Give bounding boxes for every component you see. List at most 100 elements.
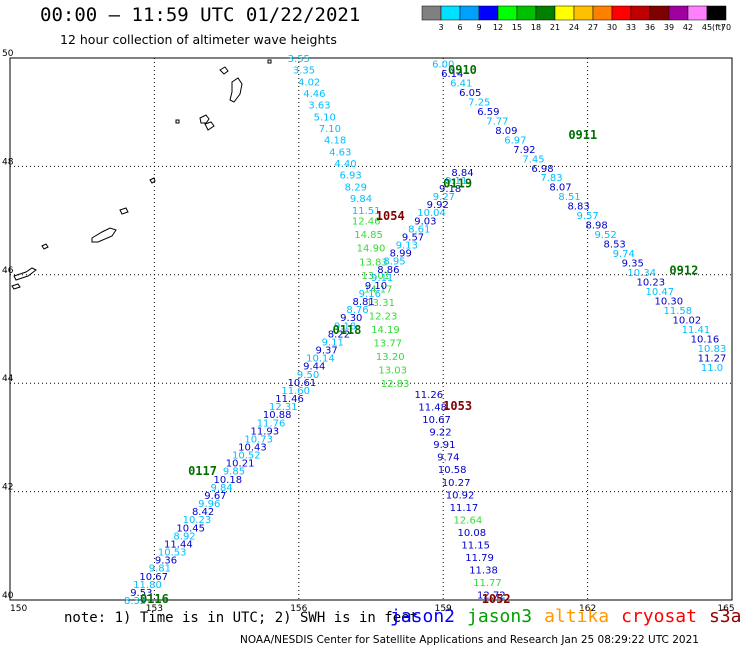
x-tick-label: 153 bbox=[146, 604, 163, 614]
wave-height-value: 11.15 bbox=[461, 540, 490, 551]
wave-height-value: 9.57 bbox=[402, 232, 424, 243]
legend-unit-label: (ft) bbox=[712, 23, 724, 32]
legend-tick-label: 36 bbox=[645, 23, 655, 32]
wave-height-value: 10.21 bbox=[226, 459, 255, 470]
wave-height-value: 10.18 bbox=[213, 475, 242, 486]
coastline-island bbox=[229, 77, 243, 103]
wave-height-value: 10.43 bbox=[238, 443, 267, 454]
wave-height-value: 4.46 bbox=[303, 89, 325, 100]
map-title: 00:00 – 11:59 UTC 01/22/2021 bbox=[40, 4, 361, 26]
legend-swatch bbox=[554, 5, 575, 21]
wave-height-value: 7.83 bbox=[540, 173, 562, 184]
legend-swatch bbox=[611, 5, 632, 21]
legend-tick-label: 24 bbox=[569, 23, 579, 32]
wave-height-value: 11.17 bbox=[450, 503, 479, 514]
wave-height-value: 3.35 bbox=[293, 66, 315, 77]
satellite-jason2: jason2 bbox=[390, 606, 456, 627]
wave-height-value: 8.99 bbox=[390, 249, 412, 260]
wave-height-value: 9.13 bbox=[396, 241, 418, 252]
wave-height-value: 8.92 bbox=[173, 531, 195, 542]
coastline-island bbox=[204, 121, 215, 131]
coastline-island bbox=[11, 283, 21, 290]
legend-tick-label: 15 bbox=[512, 23, 522, 32]
wave-height-value: 10.02 bbox=[673, 316, 702, 327]
wave-height-value: 9.36 bbox=[155, 556, 177, 567]
coastline-island bbox=[13, 267, 37, 281]
wave-height-value: 10.04 bbox=[417, 208, 446, 219]
wave-height-value: 12.83 bbox=[381, 379, 410, 390]
wave-height-value: 13.03 bbox=[378, 366, 407, 377]
wave-height-value: 7.92 bbox=[513, 145, 535, 156]
wave-height-value: 11.93 bbox=[251, 426, 280, 437]
wave-height-value: 9.18 bbox=[439, 184, 461, 195]
wave-height-value: 8.81 bbox=[353, 297, 375, 308]
legend-tick-label: 33 bbox=[626, 23, 636, 32]
wave-height-value: 11.46 bbox=[275, 394, 304, 405]
y-tick-label: 44 bbox=[2, 374, 14, 384]
y-tick-label: 50 bbox=[2, 49, 14, 59]
wave-height-value: 8.29 bbox=[345, 182, 367, 193]
wave-height-value: 11.41 bbox=[682, 325, 711, 336]
wave-height-value: 9.11 bbox=[371, 273, 393, 284]
wave-height-value: 9.85 bbox=[223, 467, 245, 478]
y-tick-label: 42 bbox=[2, 483, 13, 493]
wave-height-value: 9.10 bbox=[365, 281, 387, 292]
wave-height-value: 9.16 bbox=[359, 289, 381, 300]
pass-label: 0118 bbox=[332, 323, 361, 337]
wave-height-value: 10.23 bbox=[183, 515, 212, 526]
wave-height-value: 12.64 bbox=[454, 515, 483, 526]
legend-tick-label: 21 bbox=[550, 23, 560, 32]
wave-height-value: 6.14 bbox=[441, 69, 463, 80]
wave-height-value: 10.58 bbox=[438, 465, 467, 476]
plot-frame bbox=[9, 57, 733, 601]
wave-height-value: 10.27 bbox=[442, 478, 471, 489]
wave-height-value: 9.96 bbox=[198, 499, 220, 510]
wave-height-value: 4.63 bbox=[329, 147, 351, 158]
wave-height-value: 11.38 bbox=[469, 566, 498, 577]
wave-height-value: 9.57 bbox=[576, 211, 598, 222]
wave-height-value: 4.18 bbox=[324, 136, 346, 147]
legend-swatch bbox=[497, 5, 518, 21]
wave-height-value: 12.46 bbox=[352, 217, 381, 228]
wave-height-value: 3.55 bbox=[288, 54, 310, 65]
legend-tick-label: 42 bbox=[683, 23, 693, 32]
wave-height-value: 11.79 bbox=[465, 553, 494, 564]
pass-label: 1053 bbox=[443, 399, 472, 413]
wave-height-value: 14.19 bbox=[371, 325, 400, 336]
wave-height-value: 9.84 bbox=[350, 194, 372, 205]
wave-height-value: 9.53 bbox=[130, 588, 152, 599]
wave-height-value: 11.80 bbox=[133, 580, 162, 591]
coastline-island bbox=[149, 177, 156, 184]
pass-label: 0911 bbox=[568, 128, 597, 142]
wave-height-value: 10.14 bbox=[306, 354, 335, 365]
legend-swatch bbox=[535, 5, 556, 21]
legend-swatch bbox=[516, 5, 537, 21]
legend-tick-label: 6 bbox=[457, 23, 462, 32]
wave-height-value: 10.61 bbox=[288, 378, 317, 389]
wave-height-value: 9.11 bbox=[322, 337, 344, 348]
wave-height-value: 10.73 bbox=[244, 434, 273, 445]
legend-tick-label: 12 bbox=[493, 23, 503, 32]
wave-height-value: 9.74 bbox=[437, 453, 459, 464]
wave-height-value: 10.88 bbox=[263, 410, 292, 421]
coastline-island bbox=[219, 66, 229, 75]
wave-height-value: 7.10 bbox=[319, 124, 341, 135]
coastline-island bbox=[175, 119, 180, 124]
y-tick-label: 40 bbox=[2, 591, 14, 601]
map-subtitle: 12 hour collection of altimeter wave hei… bbox=[60, 32, 337, 47]
y-tick-label: 48 bbox=[2, 157, 14, 167]
wave-height-value: 8.95 bbox=[383, 257, 405, 268]
wave-height-value: 10.23 bbox=[636, 278, 665, 289]
legend-swatch bbox=[668, 5, 689, 21]
coastline-island bbox=[267, 59, 272, 64]
wave-height-value: 6.98 bbox=[531, 164, 553, 175]
wave-height-value: 10.47 bbox=[645, 287, 674, 298]
wave-height-value: 6.05 bbox=[459, 88, 481, 99]
wave-height-value: 9.91 bbox=[433, 440, 455, 451]
wave-height-value: 9.30 bbox=[340, 313, 362, 324]
legend-tick-label: 3 bbox=[438, 23, 443, 32]
wave-height-value: 9.22 bbox=[429, 428, 451, 439]
wave-height-value: 8.84 bbox=[451, 168, 473, 179]
